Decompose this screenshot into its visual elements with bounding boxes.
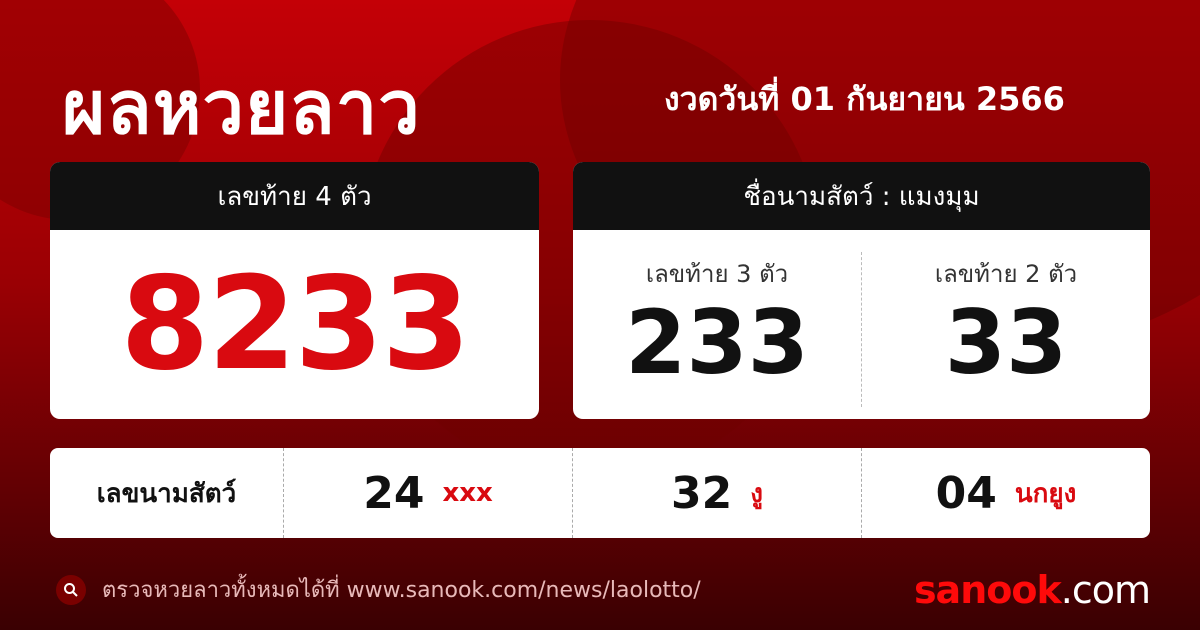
animal-numbers-strip: เลขนามสัตว์ 24 xxx 32 งู 04 นกยูง: [50, 448, 1150, 538]
animal-card: ชื่อนามสัตว์ : แมงมุม เลขท้าย 3 ตัว 233 …: [573, 162, 1150, 419]
logo-brand: sanook: [913, 568, 1062, 612]
animal-number: 32: [671, 467, 733, 519]
animal-name: นกยูง: [1014, 478, 1077, 509]
page-title: ผลหวยลาว: [62, 65, 421, 151]
animal-number: 24: [363, 467, 425, 519]
logo-suffix: .com: [1060, 568, 1151, 612]
sanook-logo: sanook.com: [913, 568, 1151, 612]
animal-number-item: 24 xxx: [283, 448, 572, 538]
footer-text[interactable]: ตรวจหวยลาวทั้งหมดได้ที่ www.sanook.com/n…: [102, 578, 701, 603]
animal-numbers-label: เลขนามสัตว์: [96, 478, 237, 509]
four-digit-label: เลขท้าย 4 ตัว: [50, 162, 539, 230]
two-digit-result: เลขท้าย 2 ตัว 33: [861, 252, 1150, 407]
animal-number-item: 32 งู: [572, 448, 861, 538]
animal-name-label: ชื่อนามสัตว์ : แมงมุม: [573, 162, 1150, 230]
three-digit-value: 233: [625, 291, 809, 394]
four-digit-card: เลขท้าย 4 ตัว 8233: [50, 162, 539, 419]
three-digit-result: เลขท้าย 3 ตัว 233: [573, 230, 861, 419]
two-digit-label: เลขท้าย 2 ตัว: [934, 260, 1078, 288]
draw-date: งวดวันที่ 01 กันยายน 2566: [664, 80, 1065, 118]
two-digit-value: 33: [944, 291, 1068, 394]
footer-link[interactable]: ตรวจหวยลาวทั้งหมดได้ที่ www.sanook.com/n…: [56, 572, 701, 607]
four-digit-value: 8233: [120, 250, 470, 399]
animal-name: xxx: [442, 478, 493, 508]
three-digit-label: เลขท้าย 3 ตัว: [645, 260, 789, 288]
animal-name: งู: [750, 478, 763, 509]
animal-number-item: 04 นกยูง: [861, 448, 1150, 538]
animal-number: 04: [935, 467, 997, 519]
search-icon: [56, 574, 86, 605]
